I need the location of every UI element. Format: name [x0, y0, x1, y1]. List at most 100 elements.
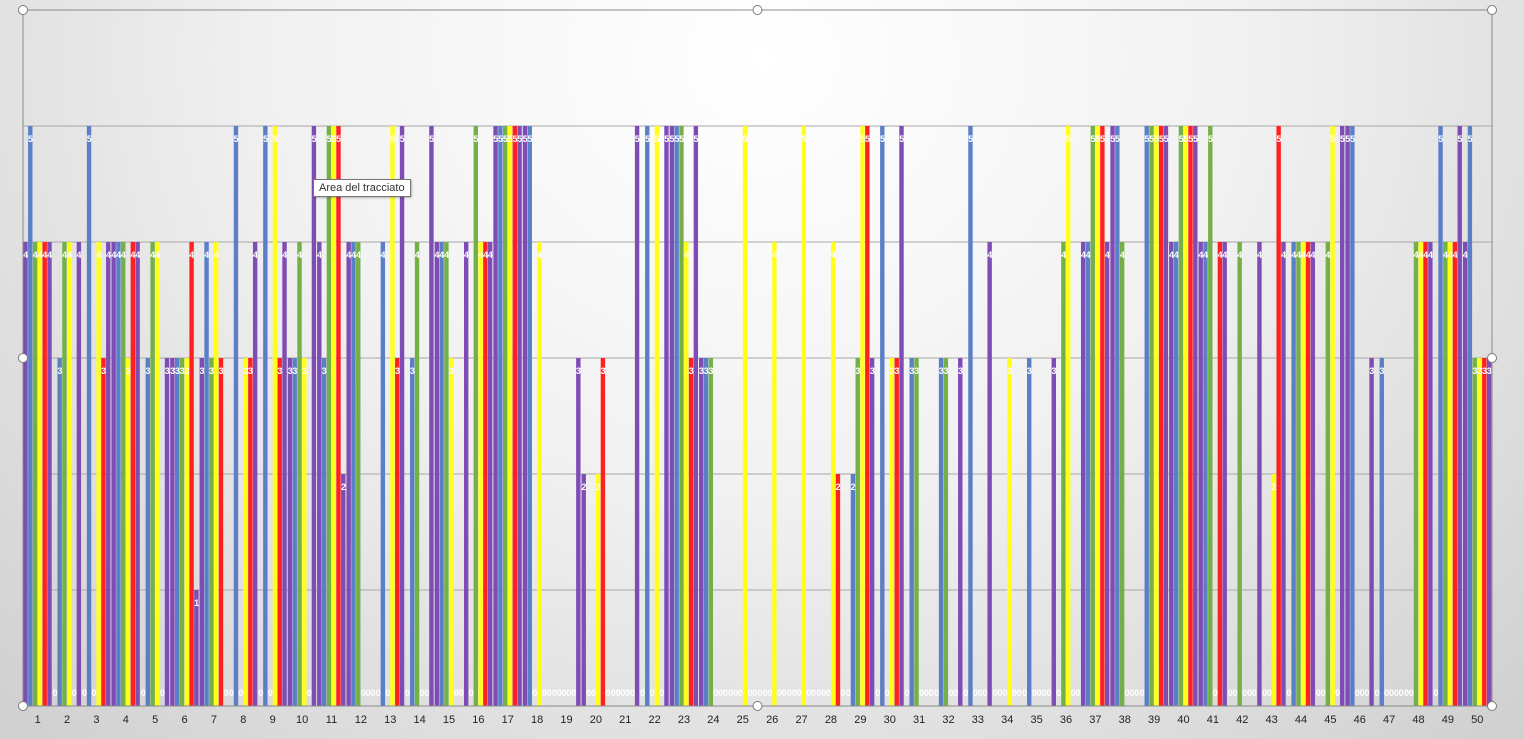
- bar[interactable]: [170, 358, 175, 706]
- bar[interactable]: [1457, 126, 1462, 706]
- bar[interactable]: [1413, 242, 1419, 706]
- bar[interactable]: [37, 242, 43, 706]
- bar[interactable]: [1104, 242, 1110, 706]
- bar[interactable]: [1090, 126, 1095, 706]
- bar[interactable]: [1027, 358, 1032, 706]
- bar[interactable]: [1482, 358, 1487, 706]
- bar[interactable]: [272, 126, 278, 706]
- bar[interactable]: [209, 358, 214, 706]
- bar[interactable]: [1305, 242, 1311, 706]
- bar[interactable]: [106, 242, 111, 706]
- bar[interactable]: [155, 242, 160, 706]
- resize-handle[interactable]: [752, 5, 763, 15]
- bar[interactable]: [850, 474, 856, 706]
- bar[interactable]: [125, 358, 131, 706]
- bar[interactable]: [1188, 126, 1193, 706]
- bar[interactable]: [1061, 242, 1066, 706]
- bar[interactable]: [434, 242, 440, 706]
- bar[interactable]: [1486, 358, 1492, 706]
- bar[interactable]: [1369, 358, 1374, 706]
- bar[interactable]: [150, 242, 155, 706]
- bar[interactable]: [351, 242, 356, 706]
- bar[interactable]: [708, 358, 714, 706]
- bar[interactable]: [478, 242, 483, 706]
- bar[interactable]: [1477, 358, 1482, 706]
- bar[interactable]: [1325, 242, 1331, 706]
- bar[interactable]: [395, 358, 400, 706]
- bar[interactable]: [439, 242, 444, 706]
- bar[interactable]: [292, 358, 297, 706]
- bar[interactable]: [835, 474, 841, 706]
- bar[interactable]: [1115, 126, 1120, 706]
- bar[interactable]: [204, 242, 209, 706]
- bar[interactable]: [688, 358, 694, 706]
- bar[interactable]: [243, 358, 248, 706]
- bar[interactable]: [1462, 242, 1468, 706]
- resize-handle[interactable]: [752, 701, 763, 711]
- bar[interactable]: [693, 126, 699, 706]
- bar[interactable]: [67, 242, 72, 706]
- bar[interactable]: [576, 358, 581, 706]
- bar[interactable]: [130, 242, 136, 706]
- bar[interactable]: [116, 242, 121, 706]
- bar[interactable]: [317, 242, 322, 706]
- bar[interactable]: [1438, 126, 1443, 706]
- bar[interactable]: [399, 126, 405, 706]
- bar[interactable]: [380, 242, 386, 706]
- bar[interactable]: [483, 242, 488, 706]
- bar[interactable]: [1301, 242, 1306, 706]
- bar[interactable]: [1144, 126, 1149, 706]
- bar[interactable]: [1208, 126, 1213, 706]
- bar[interactable]: [880, 126, 885, 706]
- bar[interactable]: [174, 358, 180, 706]
- bar[interactable]: [444, 242, 449, 706]
- bar[interactable]: [184, 358, 189, 706]
- bar[interactable]: [463, 242, 469, 706]
- bar[interactable]: [1080, 242, 1086, 706]
- bar[interactable]: [1183, 126, 1188, 706]
- bar[interactable]: [801, 126, 806, 706]
- bar[interactable]: [1222, 242, 1227, 706]
- bar[interactable]: [390, 126, 395, 706]
- bar[interactable]: [1472, 358, 1477, 706]
- bar[interactable]: [889, 358, 895, 706]
- bar[interactable]: [772, 242, 777, 706]
- bar[interactable]: [1330, 126, 1335, 706]
- bar[interactable]: [321, 358, 327, 706]
- bar[interactable]: [189, 242, 194, 706]
- bar[interactable]: [987, 242, 992, 706]
- bar[interactable]: [943, 358, 949, 706]
- bar[interactable]: [703, 358, 709, 706]
- bar[interactable]: [517, 126, 522, 706]
- bar[interactable]: [1217, 242, 1223, 706]
- bar[interactable]: [674, 126, 679, 706]
- bar[interactable]: [42, 242, 47, 706]
- bar[interactable]: [968, 126, 973, 706]
- bar[interactable]: [86, 126, 92, 706]
- bar[interactable]: [218, 358, 224, 706]
- bar[interactable]: [684, 242, 689, 706]
- bar[interactable]: [297, 242, 302, 706]
- resize-handle[interactable]: [1487, 5, 1497, 15]
- bar[interactable]: [1065, 126, 1071, 706]
- bar[interactable]: [145, 358, 151, 706]
- bar[interactable]: [654, 126, 660, 706]
- bar[interactable]: [414, 242, 420, 706]
- bar[interactable]: [938, 358, 944, 706]
- bar[interactable]: [1178, 126, 1184, 706]
- bar[interactable]: [341, 474, 346, 706]
- bar[interactable]: [248, 358, 253, 706]
- bar[interactable]: [669, 126, 675, 706]
- bar[interactable]: [1271, 474, 1277, 706]
- bar[interactable]: [164, 358, 170, 706]
- bar[interactable]: [23, 242, 28, 706]
- bar[interactable]: [1198, 242, 1203, 706]
- bar[interactable]: [1257, 242, 1262, 706]
- bar[interactable]: [311, 126, 317, 706]
- bar[interactable]: [1281, 242, 1286, 706]
- bar[interactable]: [645, 126, 650, 706]
- bar[interactable]: [47, 242, 52, 706]
- bar[interactable]: [1085, 242, 1091, 706]
- bar[interactable]: [1237, 242, 1242, 706]
- bar[interactable]: [1447, 242, 1453, 706]
